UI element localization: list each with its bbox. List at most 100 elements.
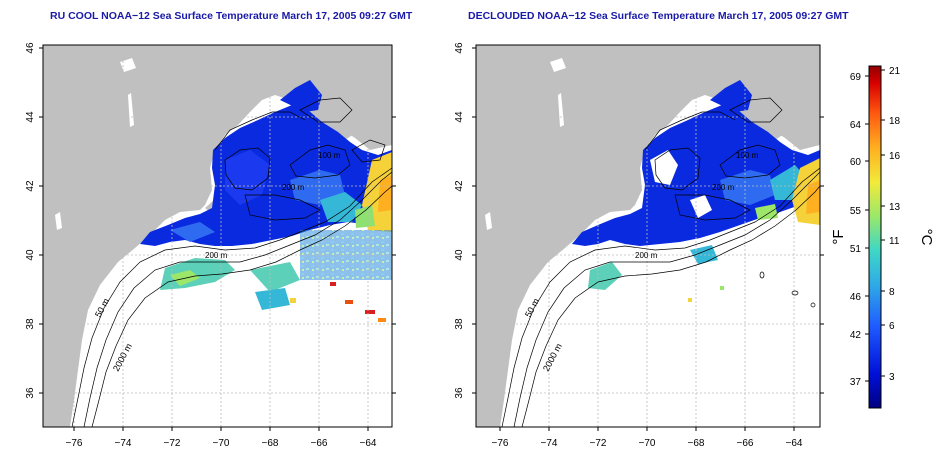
lon-tick-label: −70 — [639, 438, 656, 449]
sst-hot-spot — [330, 282, 336, 286]
lon-tick-label: −72 — [590, 438, 607, 449]
celsius-tick: 11 — [889, 236, 900, 247]
lat-tick-label: 36 — [454, 387, 465, 399]
sst-shelf-water — [255, 288, 290, 310]
celsius-tick: 16 — [889, 151, 901, 162]
lake — [120, 58, 136, 72]
right-map-panel: 50 m 2000 m 200 m 200 m 100 m −76 −74 −7… — [454, 42, 824, 449]
left-map-panel: 50 m 2000 m 200 m 200 m 100 m −76 −74 −7… — [25, 42, 396, 449]
lon-tick-label: −68 — [688, 438, 705, 449]
sst-mid-blue — [290, 170, 345, 205]
fahrenheit-unit-label: °F — [830, 229, 847, 244]
fahrenheit-tick: 64 — [850, 120, 862, 131]
sst-mid-blue — [170, 222, 215, 242]
lat-tick-label: 46 — [25, 42, 36, 54]
lat-tick-label: 40 — [25, 249, 36, 261]
lake — [100, 282, 107, 302]
bathymetry-contours — [501, 97, 820, 427]
celsius-tick: 6 — [889, 321, 895, 332]
celsius-tick: 21 — [889, 66, 901, 77]
lat-tick-label: 38 — [454, 318, 465, 330]
sst-warm-patch — [355, 205, 375, 228]
lon-tick-label: −66 — [311, 438, 328, 449]
lon-tick-label: −66 — [737, 438, 754, 449]
lat-tick-label: 40 — [454, 249, 465, 261]
contour-label-nova-scotia: 100 m — [736, 151, 759, 160]
sst-hot-spot — [290, 298, 296, 303]
fahrenheit-tick: 42 — [850, 330, 862, 341]
sst-warm-patch — [806, 180, 820, 214]
sst-mid-blue — [720, 170, 775, 205]
bathymetry-contours — [71, 97, 392, 427]
lake — [485, 212, 492, 230]
land-mass — [476, 45, 820, 427]
sst-hot-spot — [365, 310, 375, 314]
lake — [558, 93, 564, 127]
fahrenheit-tick: 69 — [850, 72, 862, 83]
colorbar-ticks — [865, 69, 885, 382]
contour-label-200m: 200 m — [205, 251, 228, 260]
sst-hot-spot — [345, 300, 353, 304]
sst-hot-spot — [378, 318, 386, 322]
celsius-unit-label: °C — [918, 229, 935, 246]
lon-tick-label: −74 — [115, 438, 132, 449]
land-nova-scotia — [730, 58, 820, 140]
sst-hot-spot — [720, 286, 724, 290]
sst-hole — [690, 195, 712, 218]
celsius-tick: 18 — [889, 116, 901, 127]
axis-ticks — [39, 47, 396, 431]
contour-ring — [810, 302, 816, 308]
land-nova-scotia — [300, 58, 392, 140]
lon-tick-label: −64 — [786, 438, 803, 449]
lake — [55, 212, 62, 230]
fahrenheit-tick: 55 — [850, 206, 862, 217]
lat-tick-label: 42 — [454, 180, 465, 192]
contour-label-georges: 200 m — [282, 183, 305, 192]
lon-tick-label: −70 — [213, 438, 230, 449]
sst-speckle — [300, 230, 392, 280]
grid-lines — [476, 45, 820, 427]
sst-warm-patch — [755, 204, 778, 220]
lon-tick-label: −76 — [492, 438, 509, 449]
lat-tick-label: 44 — [25, 111, 36, 123]
lon-tick-label: −74 — [541, 438, 558, 449]
fahrenheit-tick: 46 — [850, 292, 862, 303]
sst-shelf-water — [250, 262, 300, 292]
fahrenheit-tick: 60 — [850, 157, 862, 168]
colorbar-gradient — [868, 65, 882, 409]
map-frame — [42, 44, 393, 428]
lat-tick-label: 36 — [25, 387, 36, 399]
right-panel-title: DECLOUDED NOAA−12 Sea Surface Temperatur… — [468, 10, 849, 22]
land-mass — [43, 45, 392, 427]
celsius-tick: 13 — [889, 202, 901, 213]
lon-tick-label: −72 — [164, 438, 181, 449]
sst-warm-patch — [320, 192, 362, 222]
lon-tick-label: −68 — [262, 438, 279, 449]
axis-ticks — [472, 47, 824, 431]
lat-tick-label: 46 — [454, 42, 465, 54]
lake — [128, 93, 134, 127]
map-frame — [475, 44, 821, 428]
left-panel-title: RU COOL NOAA−12 Sea Surface Temperature … — [50, 10, 413, 22]
lake — [530, 282, 537, 302]
temperature-colorbar: 69 64 60 55 51 46 42 37 21 18 16 13 11 8… — [830, 65, 935, 409]
lon-tick-label: −64 — [360, 438, 377, 449]
contour-ring — [791, 290, 799, 296]
contour-ring — [759, 271, 765, 279]
fahrenheit-tick: 37 — [850, 377, 862, 388]
contour-label-georges: 200 m — [712, 183, 735, 192]
contour-label-nova-scotia: 100 m — [318, 151, 341, 160]
sst-warm-patch — [378, 175, 392, 212]
sst-hot-spot — [688, 298, 692, 302]
celsius-tick: 8 — [889, 287, 895, 298]
lat-tick-label: 38 — [25, 318, 36, 330]
sst-inner-gulf — [225, 150, 270, 205]
lake — [550, 58, 566, 72]
lat-tick-label: 42 — [25, 180, 36, 192]
lat-tick-label: 44 — [454, 111, 465, 123]
lon-tick-label: −76 — [66, 438, 83, 449]
contour-label-200m: 200 m — [635, 251, 658, 260]
celsius-tick: 3 — [889, 372, 895, 383]
fahrenheit-tick: 51 — [850, 244, 862, 255]
